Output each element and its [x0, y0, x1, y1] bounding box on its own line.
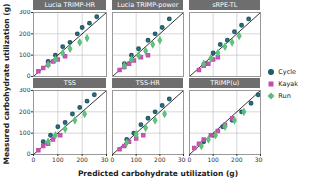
- svg-text:300: 300: [19, 88, 31, 93]
- svg-text:100: 100: [19, 51, 31, 58]
- html-text:Run: Run: [278, 92, 291, 100]
- html-text:TRIMP(u): TRIMP(u): [210, 79, 240, 87]
- html-text:sRPE-TL: sRPE-TL: [212, 1, 238, 9]
- svg-text:0: 0: [32, 156, 36, 163]
- svg-text:200: 200: [77, 156, 89, 163]
- svg-text:300: 300: [101, 156, 109, 163]
- svg-text:300: 300: [19, 10, 31, 15]
- svg-text:200: 200: [231, 156, 243, 163]
- html-text:Cycle: Cycle: [278, 68, 297, 76]
- html-text:Lucia TRIMP-power: Lucia TRIMP-power: [117, 1, 179, 9]
- svg-text:0: 0: [27, 150, 31, 157]
- svg-text:0: 0: [111, 156, 115, 163]
- html-text:Measured carbohydrate utilizat: Measured carbohydrate utilization (g): [1, 3, 11, 165]
- html-text:TSS-HR: TSS-HR: [135, 79, 160, 87]
- svg-text:300: 300: [255, 156, 263, 163]
- svg-text:100: 100: [19, 129, 31, 136]
- html-text:Predicted carbohydrate utiliza: Predicted carbohydrate utilization (g): [77, 169, 239, 178]
- svg-text:200: 200: [19, 30, 31, 37]
- svg-text:100: 100: [131, 156, 143, 163]
- svg-text:300: 300: [178, 156, 186, 163]
- svg-text:100: 100: [52, 156, 64, 163]
- html-text:TSS: TSS: [63, 79, 76, 87]
- svg-text:200: 200: [154, 156, 166, 163]
- html-text:Kayak: Kayak: [278, 80, 298, 88]
- svg-text:200: 200: [19, 108, 31, 115]
- html-text:Lucia TRIMP-HR: Lucia TRIMP-HR: [44, 1, 96, 9]
- svg-text:0: 0: [188, 156, 192, 163]
- svg-text:0: 0: [27, 72, 31, 78]
- svg-text:100: 100: [208, 156, 220, 163]
